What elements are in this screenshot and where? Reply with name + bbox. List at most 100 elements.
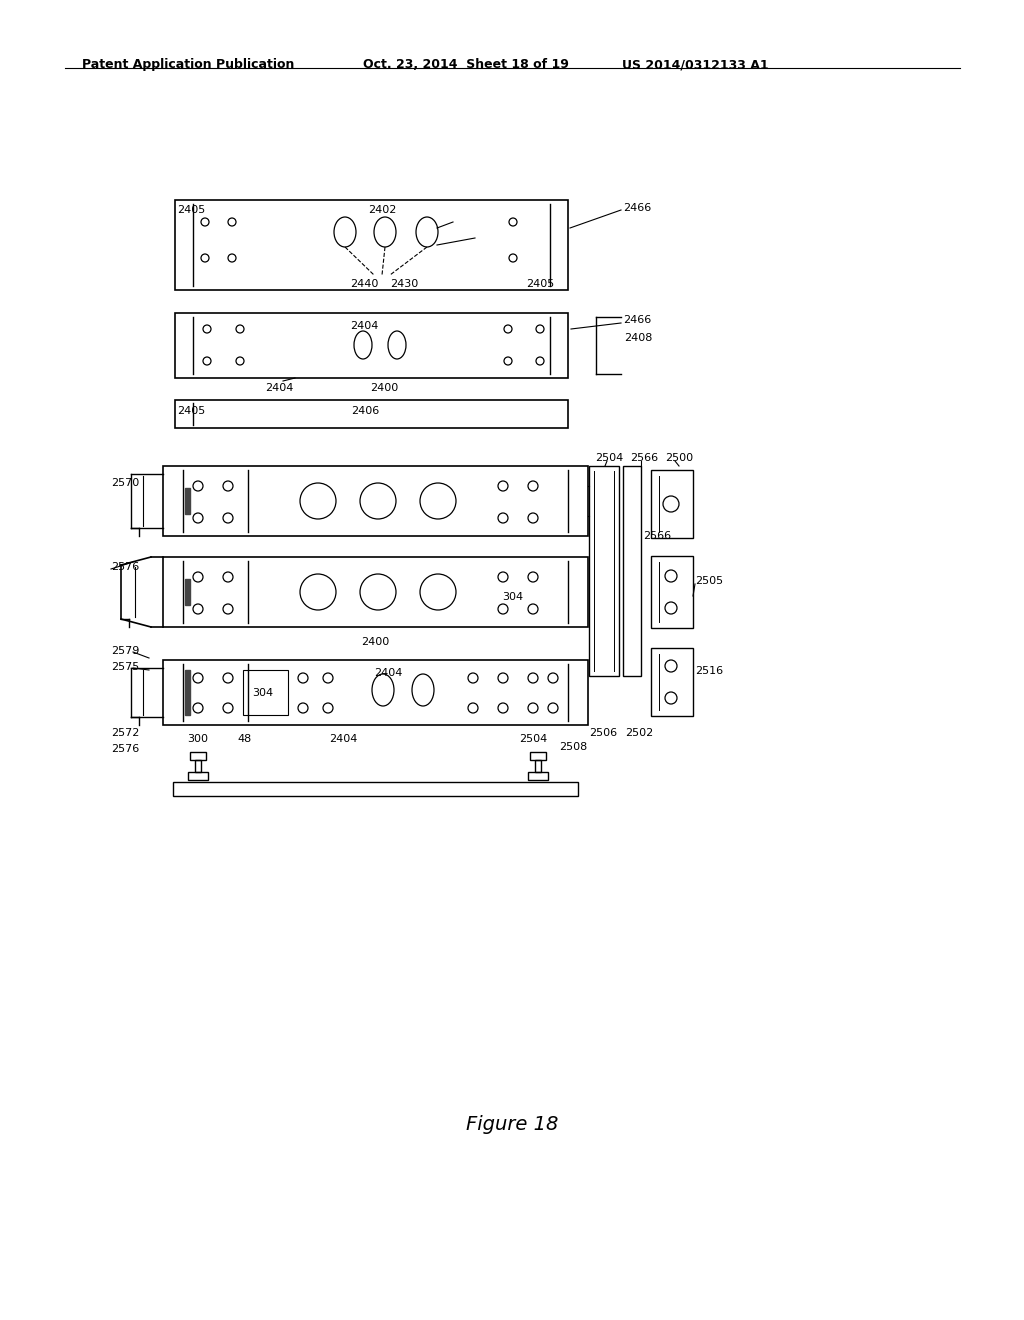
Circle shape	[536, 325, 544, 333]
Ellipse shape	[372, 675, 394, 706]
Bar	[188, 772, 208, 780]
Circle shape	[498, 605, 508, 614]
Text: 304: 304	[503, 591, 523, 602]
Text: 2570: 2570	[111, 478, 139, 488]
Circle shape	[201, 253, 209, 261]
Circle shape	[193, 673, 203, 682]
Circle shape	[468, 704, 478, 713]
Bar	[175, 201, 568, 290]
Circle shape	[300, 574, 336, 610]
Circle shape	[509, 218, 517, 226]
Circle shape	[548, 704, 558, 713]
Circle shape	[236, 356, 244, 366]
Circle shape	[203, 356, 211, 366]
Circle shape	[193, 480, 203, 491]
Bar	[163, 660, 588, 725]
Bar	[535, 760, 541, 772]
Text: 2405: 2405	[526, 279, 554, 289]
Bar	[589, 466, 618, 676]
Circle shape	[665, 660, 677, 672]
Text: 2404: 2404	[265, 383, 293, 393]
Text: 2576: 2576	[111, 562, 139, 572]
Circle shape	[528, 513, 538, 523]
Circle shape	[498, 480, 508, 491]
Bar	[185, 671, 190, 715]
Text: 2400: 2400	[370, 383, 398, 393]
Text: 2466: 2466	[623, 203, 651, 213]
Text: 2406: 2406	[351, 407, 379, 416]
Text: 2400: 2400	[360, 638, 389, 647]
Text: 2504: 2504	[595, 453, 624, 463]
Text: 2405: 2405	[177, 205, 205, 215]
Bar	[185, 579, 190, 605]
Bar	[528, 772, 548, 780]
Ellipse shape	[416, 216, 438, 247]
Text: 300: 300	[187, 734, 209, 744]
Circle shape	[323, 704, 333, 713]
Bar	[243, 671, 288, 715]
Bar	[651, 470, 693, 539]
Text: 48: 48	[238, 734, 252, 744]
Circle shape	[548, 673, 558, 682]
Circle shape	[193, 513, 203, 523]
Text: 2404: 2404	[350, 321, 379, 331]
Circle shape	[665, 602, 677, 614]
Bar	[163, 466, 588, 536]
Circle shape	[360, 574, 396, 610]
Text: 2502: 2502	[625, 729, 653, 738]
Text: Oct. 23, 2014  Sheet 18 of 19: Oct. 23, 2014 Sheet 18 of 19	[362, 58, 569, 71]
Bar	[163, 557, 588, 627]
Circle shape	[536, 356, 544, 366]
Circle shape	[420, 483, 456, 519]
Circle shape	[498, 513, 508, 523]
Circle shape	[528, 480, 538, 491]
Circle shape	[223, 480, 233, 491]
Circle shape	[420, 574, 456, 610]
Text: 2566: 2566	[630, 453, 658, 463]
Text: 2405: 2405	[177, 407, 205, 416]
Circle shape	[360, 483, 396, 519]
Bar	[530, 752, 546, 760]
Circle shape	[228, 253, 236, 261]
Circle shape	[665, 692, 677, 704]
Text: 2466: 2466	[623, 315, 651, 325]
Bar	[195, 760, 201, 772]
Bar	[190, 752, 206, 760]
Text: 2566: 2566	[643, 531, 671, 541]
Circle shape	[509, 253, 517, 261]
Ellipse shape	[354, 331, 372, 359]
Circle shape	[504, 356, 512, 366]
Text: 2576: 2576	[111, 744, 139, 754]
Circle shape	[298, 704, 308, 713]
Ellipse shape	[374, 216, 396, 247]
Bar	[173, 781, 578, 796]
Circle shape	[498, 704, 508, 713]
Text: US 2014/0312133 A1: US 2014/0312133 A1	[622, 58, 769, 71]
Ellipse shape	[388, 331, 406, 359]
Circle shape	[528, 605, 538, 614]
Ellipse shape	[412, 675, 434, 706]
Bar	[175, 400, 568, 428]
Circle shape	[528, 572, 538, 582]
Circle shape	[223, 673, 233, 682]
Circle shape	[201, 218, 209, 226]
Text: Figure 18: Figure 18	[466, 1115, 558, 1134]
Circle shape	[323, 673, 333, 682]
Text: 2506: 2506	[589, 729, 617, 738]
Circle shape	[298, 673, 308, 682]
Text: 2504: 2504	[519, 734, 547, 744]
Text: 2404: 2404	[374, 668, 402, 678]
Text: 2516: 2516	[695, 667, 723, 676]
Text: 2402: 2402	[368, 205, 396, 215]
Circle shape	[528, 704, 538, 713]
Text: 304: 304	[253, 688, 273, 698]
Bar	[623, 466, 641, 676]
Circle shape	[223, 704, 233, 713]
Circle shape	[498, 673, 508, 682]
Circle shape	[223, 513, 233, 523]
Ellipse shape	[334, 216, 356, 247]
Text: 2572: 2572	[111, 729, 139, 738]
Bar	[651, 556, 693, 628]
Text: Patent Application Publication: Patent Application Publication	[82, 58, 294, 71]
Circle shape	[498, 572, 508, 582]
